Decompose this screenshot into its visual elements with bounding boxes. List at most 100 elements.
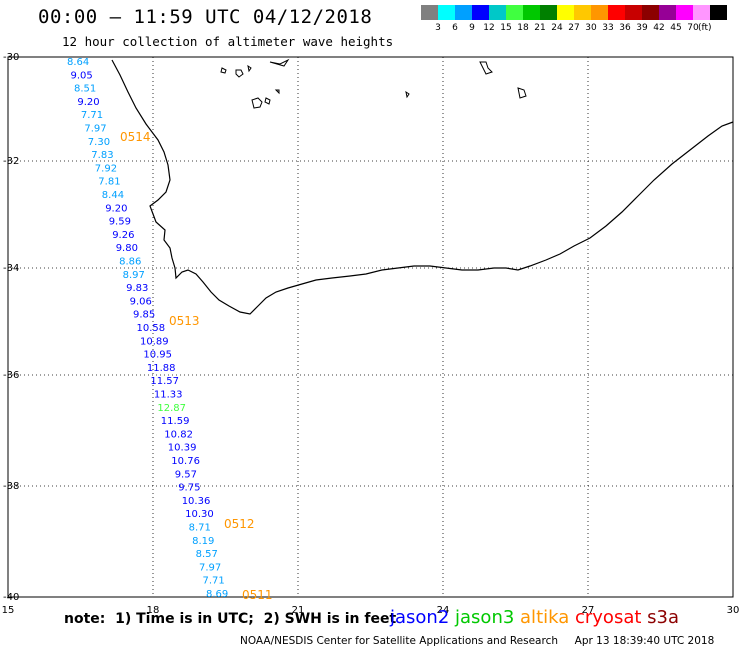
map-grid: 15 18 21 24 27 30 -30 -32 -34 -36 -38 -40	[2, 52, 740, 616]
units-note: note: 1) Time is in UTC; 2) SWH is in fe…	[64, 611, 397, 627]
wave-height-value: 9.80	[116, 243, 138, 254]
scale-label: 30	[585, 23, 597, 33]
wave-height-value: 10.30	[185, 509, 214, 520]
lon-label: 30	[727, 605, 740, 616]
scale-swatch	[693, 5, 710, 20]
legend-jason3: jason3	[455, 607, 521, 628]
wave-height-value: 7.97	[199, 562, 221, 573]
scale-label: 33	[602, 23, 614, 33]
scale-swatch	[506, 5, 523, 20]
south-africa-coastline	[111, 59, 734, 315]
wave-height-value: 12.87	[157, 403, 186, 414]
wave-height-value: 8.97	[123, 270, 145, 281]
lat-label: -30	[3, 52, 19, 63]
wave-height-value: 8.71	[189, 523, 211, 534]
time-label: 0514	[120, 130, 151, 144]
scale-unit: (ft)	[698, 23, 712, 33]
lesotho-islands	[220, 58, 527, 109]
scale-swatch	[472, 5, 489, 20]
lat-label: -36	[3, 370, 19, 381]
scale-swatch	[523, 5, 540, 20]
page-subtitle: 12 hour collection of altimeter wave hei…	[62, 34, 394, 49]
wave-height-value: 9.85	[133, 310, 155, 321]
wave-height-value: 10.82	[164, 429, 193, 440]
footer-credit: NOAA/NESDIS Center for Satellite Applica…	[240, 635, 715, 647]
wave-height-track: 8.64 9.05 8.51 9.20 7.71 7.97 7.30 7.83 7.92 7.81…	[67, 57, 228, 600]
lat-label: -40	[3, 592, 19, 603]
wave-height-value: 9.57	[175, 469, 197, 480]
wave-height-value: 8.44	[102, 190, 124, 201]
wave-height-value: 10.89	[140, 336, 169, 347]
lat-label: -34	[3, 263, 19, 274]
scale-swatch	[625, 5, 642, 20]
wave-height-value: 7.97	[84, 124, 106, 135]
legend-cryosat: cryosat	[574, 607, 648, 628]
wave-height-value: 10.39	[168, 443, 197, 454]
scale-label: 18	[517, 23, 529, 33]
lon-label: 15	[2, 605, 15, 616]
satellite-legend: jason2 jason3 altika cryosat s3a	[390, 607, 679, 628]
scale-swatch	[557, 5, 574, 20]
scale-label: 45	[670, 23, 682, 33]
legend-jason2: jason2	[390, 607, 456, 628]
wave-height-value: 9.20	[77, 97, 99, 108]
wave-height-value: 8.51	[74, 84, 96, 95]
wave-height-value: 9.75	[178, 483, 200, 494]
scale-swatch	[659, 5, 676, 20]
wave-height-value: 8.19	[192, 536, 214, 547]
wave-height-value: 11.59	[161, 416, 190, 427]
wave-height-value: 8.86	[119, 257, 141, 268]
wave-height-value: 8.69	[206, 589, 228, 600]
wave-height-value: 9.83	[126, 283, 148, 294]
scale-swatch	[574, 5, 591, 20]
lat-label: -38	[3, 481, 19, 492]
time-label: 0511	[242, 588, 273, 602]
wave-height-value: 9.05	[71, 70, 93, 81]
scale-swatch	[642, 5, 659, 20]
scale-label: 3	[435, 23, 441, 33]
wave-height-value: 7.71	[81, 110, 103, 121]
wave-height-value: 7.83	[91, 150, 113, 161]
lon-label: 27	[582, 605, 595, 616]
lon-label: 21	[292, 605, 305, 616]
wave-height-value: 9.26	[112, 230, 134, 241]
scale-swatch	[438, 5, 455, 20]
wave-height-value: 7.30	[88, 137, 110, 148]
wave-height-value: 8.57	[196, 549, 218, 560]
wave-height-value: 10.76	[171, 456, 200, 467]
lon-label: 18	[147, 605, 160, 616]
scale-swatch	[421, 5, 438, 20]
scale-swatch	[710, 5, 727, 20]
scale-swatch	[455, 5, 472, 20]
wave-height-value: 7.71	[203, 576, 225, 587]
scale-label: 27	[568, 23, 580, 33]
legend-altika: altika	[520, 607, 575, 628]
time-label: 0512	[224, 517, 255, 531]
lat-label: -32	[3, 156, 19, 167]
wave-height-value: 10.58	[137, 323, 166, 334]
scale-label: 21	[534, 23, 546, 33]
wave-height-value: 11.57	[150, 376, 179, 387]
wave-height-value: 9.59	[109, 217, 131, 228]
wave-height-value: 9.06	[130, 296, 152, 307]
legend-s3a: s3a	[647, 607, 680, 628]
wave-height-value: 10.36	[182, 496, 211, 507]
scale-label: 24	[551, 23, 563, 33]
scale-label: 15	[500, 23, 512, 33]
wave-height-value: 7.81	[98, 177, 120, 188]
wave-height-value: 11.88	[147, 363, 176, 374]
scale-swatch	[540, 5, 557, 20]
time-label: 0513	[169, 314, 200, 328]
wave-height-value: 7.92	[95, 163, 117, 174]
wave-height-value: 9.20	[105, 203, 127, 214]
lon-label: 24	[437, 605, 450, 616]
scale-swatch	[489, 5, 506, 20]
wave-height-value: 11.33	[154, 390, 183, 401]
wave-height-value: 10.95	[143, 350, 172, 361]
scale-label: 36	[619, 23, 631, 33]
scale-label: 39	[636, 23, 648, 33]
scale-swatch	[608, 5, 625, 20]
scale-swatch	[591, 5, 608, 20]
map-frame	[7, 56, 734, 598]
